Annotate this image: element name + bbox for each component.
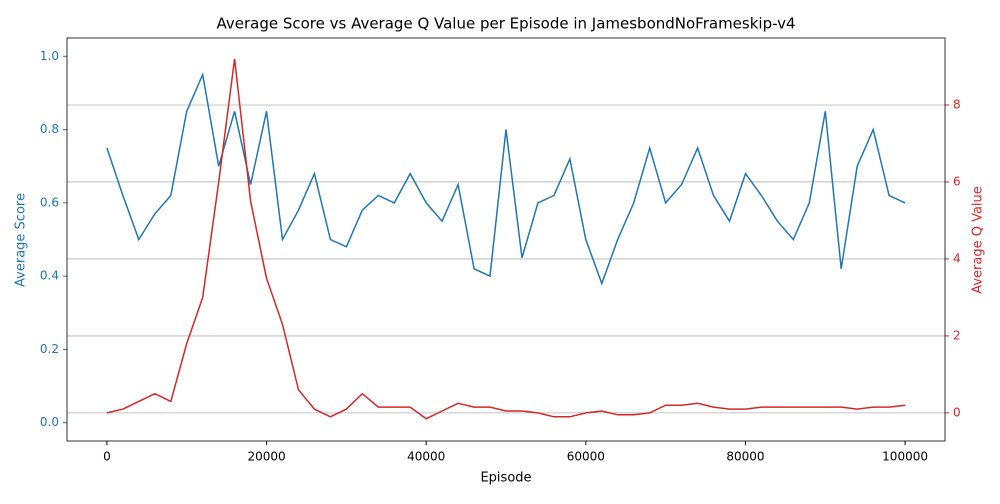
x-tick-label: 20000 xyxy=(247,450,285,464)
y-tick-label: 0.6 xyxy=(40,195,59,209)
data-line xyxy=(106,58,906,420)
y-tick-label: 0.8 xyxy=(40,122,59,136)
data-line xyxy=(106,72,906,286)
y2-tick-label: 8 xyxy=(953,97,961,111)
plot-frame xyxy=(66,37,946,442)
x-tick-label: 40000 xyxy=(407,450,445,464)
chart-title: Average Score vs Average Q Value per Epi… xyxy=(216,15,795,33)
y2-axis-label: Average Q Value xyxy=(971,186,986,294)
y2-tick-label: 2 xyxy=(953,328,961,342)
y2-tick-label: 4 xyxy=(953,251,961,265)
y-tick-label: 0.2 xyxy=(40,342,59,356)
x-tick-label: 0 xyxy=(103,450,111,464)
y-axis-label: Average Score xyxy=(14,193,29,287)
x-axis-label: Episode xyxy=(480,471,531,486)
y2-tick-label: 0 xyxy=(953,405,961,419)
x-tick-label: 60000 xyxy=(567,450,605,464)
x-tick-label: 80000 xyxy=(726,450,764,464)
y2-tick-label: 6 xyxy=(953,174,961,188)
y-tick-label: 1.0 xyxy=(40,49,59,63)
y-tick-label: 0.4 xyxy=(40,269,59,283)
y-tick-label: 0.0 xyxy=(40,415,59,429)
x-tick-label: 100000 xyxy=(882,450,928,464)
